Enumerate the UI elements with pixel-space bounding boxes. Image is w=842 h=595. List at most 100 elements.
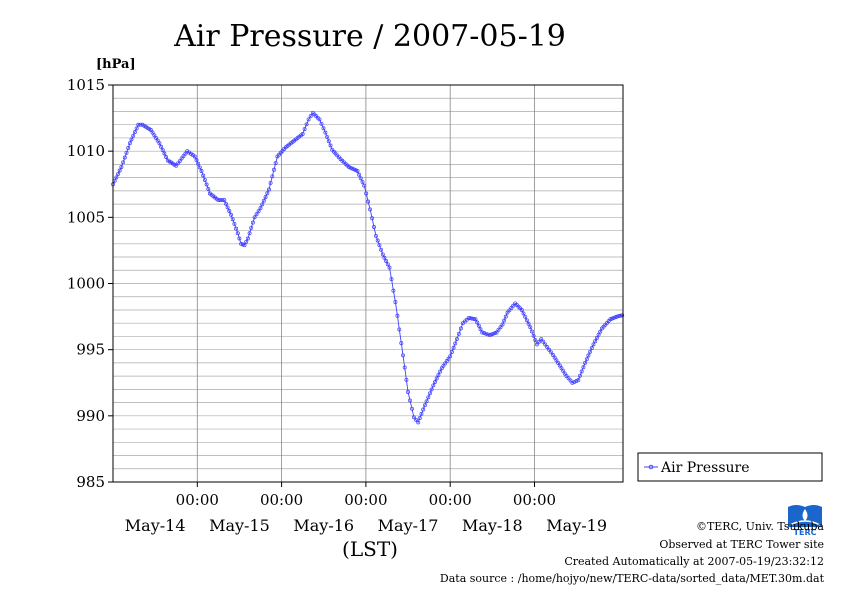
data-point xyxy=(159,144,163,149)
data-point xyxy=(615,314,620,319)
data-point xyxy=(434,376,439,381)
data-point xyxy=(509,306,514,310)
data-point xyxy=(302,127,307,132)
data-point xyxy=(424,399,429,404)
data-point xyxy=(237,236,242,241)
footer-site: Observed at TERC Tower site xyxy=(659,538,824,551)
data-point xyxy=(484,331,488,336)
data-point xyxy=(458,326,463,331)
data-point xyxy=(131,133,136,138)
data-point xyxy=(154,135,158,140)
data-point xyxy=(431,383,436,388)
data-point xyxy=(480,330,485,335)
data-point xyxy=(596,332,601,337)
data-point xyxy=(206,187,211,191)
data-point xyxy=(199,169,204,173)
data-point xyxy=(225,205,230,210)
x-time-label: 00:00 xyxy=(344,491,387,509)
data-point xyxy=(370,216,375,221)
data-point xyxy=(433,380,437,384)
data-point xyxy=(222,198,227,203)
x-time-label: 00:00 xyxy=(429,491,472,509)
data-point xyxy=(578,373,582,378)
data-point xyxy=(572,379,577,384)
data-point xyxy=(586,353,591,358)
data-point xyxy=(220,198,225,203)
data-point xyxy=(380,252,385,257)
data-point xyxy=(321,126,326,131)
data-point xyxy=(411,415,416,420)
logo-text: TERC xyxy=(794,528,817,537)
y-tick-label: 1015 xyxy=(67,76,105,94)
data-point xyxy=(482,331,487,336)
data-point xyxy=(533,338,538,343)
data-point xyxy=(323,130,328,135)
data-point xyxy=(358,176,363,181)
data-point xyxy=(204,182,209,187)
data-point xyxy=(576,378,581,383)
data-point xyxy=(196,161,201,166)
terc-logo: TERC xyxy=(786,503,824,537)
data-point xyxy=(136,122,141,127)
data-point xyxy=(535,342,539,347)
data-point xyxy=(300,132,305,136)
x-day-label: May-14 xyxy=(125,516,186,535)
data-point xyxy=(421,407,426,412)
data-point xyxy=(124,150,129,155)
data-point xyxy=(530,329,534,334)
data-point xyxy=(562,371,567,376)
data-point xyxy=(218,198,223,203)
y-tick-label: 990 xyxy=(76,407,105,425)
data-point xyxy=(157,141,162,146)
data-point xyxy=(496,327,501,332)
data-point xyxy=(357,172,362,177)
data-point xyxy=(242,243,247,248)
footer-created: Created Automatically at 2007-05-19/23:3… xyxy=(564,555,824,568)
data-point xyxy=(183,151,188,156)
data-point xyxy=(438,369,443,374)
legend-label: Air Pressure xyxy=(660,460,750,476)
data-point xyxy=(613,315,618,320)
data-point xyxy=(240,242,245,247)
data-point xyxy=(485,332,490,337)
data-point xyxy=(328,143,333,148)
data-point xyxy=(557,363,562,368)
data-point xyxy=(591,342,596,347)
data-point xyxy=(254,212,259,217)
data-point xyxy=(401,353,405,358)
data-point xyxy=(416,420,421,425)
data-point xyxy=(272,167,276,172)
data-point xyxy=(119,165,124,169)
data-point xyxy=(232,221,237,226)
data-point xyxy=(252,215,257,220)
data-point xyxy=(304,122,309,127)
x-day-label: May-17 xyxy=(378,516,439,535)
data-point xyxy=(379,247,384,252)
data-point xyxy=(507,308,512,313)
data-point xyxy=(399,341,404,346)
data-point xyxy=(202,178,207,182)
data-point xyxy=(537,339,542,344)
data-point xyxy=(121,160,126,165)
x-axis-label: (LST) xyxy=(342,537,398,561)
data-point xyxy=(267,187,271,192)
data-point xyxy=(426,395,431,400)
data-point xyxy=(197,165,202,170)
data-point xyxy=(478,327,483,332)
data-point xyxy=(176,161,180,166)
data-point xyxy=(138,122,143,127)
data-point xyxy=(574,379,579,383)
data-point xyxy=(531,333,536,338)
data-point xyxy=(384,259,389,263)
data-point xyxy=(414,417,418,422)
logo-drop-icon xyxy=(802,509,808,521)
data-point xyxy=(524,318,529,323)
data-point xyxy=(417,416,422,421)
data-point xyxy=(127,141,132,146)
data-point xyxy=(372,225,376,229)
data-point xyxy=(408,398,412,403)
data-point xyxy=(428,391,432,396)
data-point xyxy=(177,158,182,163)
data-point xyxy=(475,320,480,325)
data-point xyxy=(620,313,625,318)
